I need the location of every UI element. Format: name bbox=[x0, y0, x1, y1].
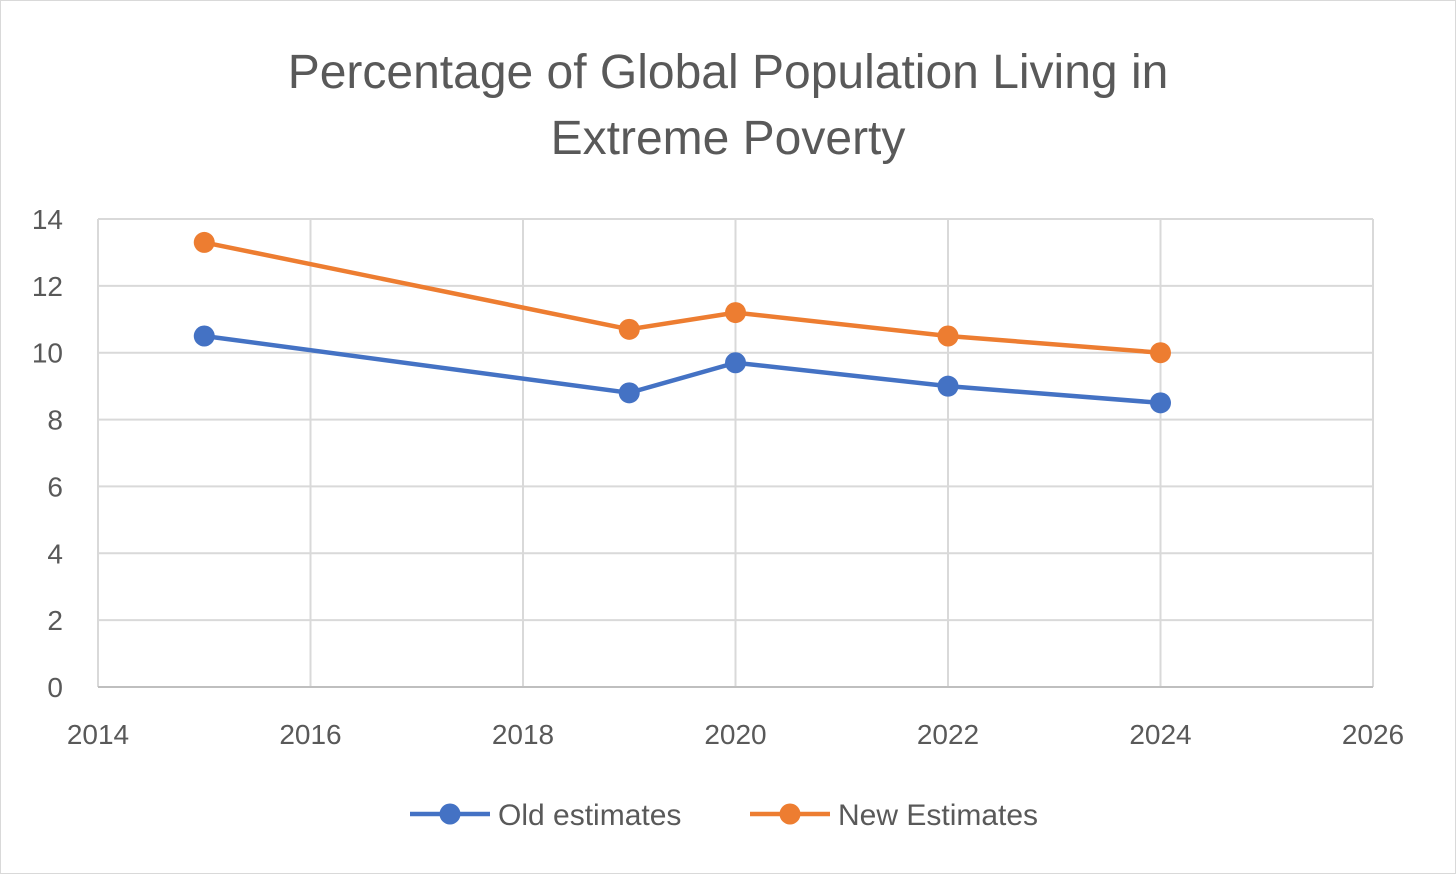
data-point bbox=[1150, 392, 1171, 414]
data-point bbox=[937, 325, 959, 347]
legend-label-0: Old estimates bbox=[498, 799, 681, 832]
data-point bbox=[193, 231, 215, 253]
y-tick-label: 12 bbox=[32, 271, 63, 302]
data-point bbox=[1150, 342, 1171, 364]
y-tick-label: 0 bbox=[47, 672, 63, 703]
data-point bbox=[725, 302, 746, 324]
y-tick-label: 8 bbox=[47, 405, 63, 436]
y-tick-label: 4 bbox=[47, 538, 63, 569]
chart-title-line2: Extreme Poverty bbox=[550, 112, 906, 165]
series-line-1 bbox=[203, 240, 1161, 355]
x-tick-label: 2020 bbox=[704, 719, 766, 750]
chart-title: Percentage of Global Population Living i… bbox=[0, 40, 1456, 172]
x-tick-label: 2016 bbox=[279, 719, 341, 750]
legend-marker-0 bbox=[439, 803, 461, 825]
y-tick-label: 6 bbox=[47, 471, 63, 502]
series-line-0 bbox=[203, 333, 1161, 406]
data-point bbox=[618, 382, 640, 404]
x-tick-label: 2014 bbox=[67, 719, 129, 750]
y-tick-label: 10 bbox=[32, 338, 63, 369]
y-tick-label: 14 bbox=[32, 204, 63, 235]
chart-title-line1: Percentage of Global Population Living i… bbox=[287, 46, 1169, 99]
x-tick-label: 2024 bbox=[1129, 719, 1191, 750]
x-tick-label: 2026 bbox=[1342, 719, 1404, 750]
x-tick-label: 2022 bbox=[917, 719, 979, 750]
legend-marker-1 bbox=[779, 803, 801, 825]
x-tick-label: 2018 bbox=[492, 719, 554, 750]
legend-label-1: New Estimates bbox=[838, 799, 1038, 832]
data-point bbox=[725, 352, 746, 374]
data-point bbox=[618, 318, 640, 340]
data-point bbox=[937, 375, 959, 397]
data-point bbox=[193, 325, 215, 347]
y-tick-label: 2 bbox=[47, 605, 63, 636]
